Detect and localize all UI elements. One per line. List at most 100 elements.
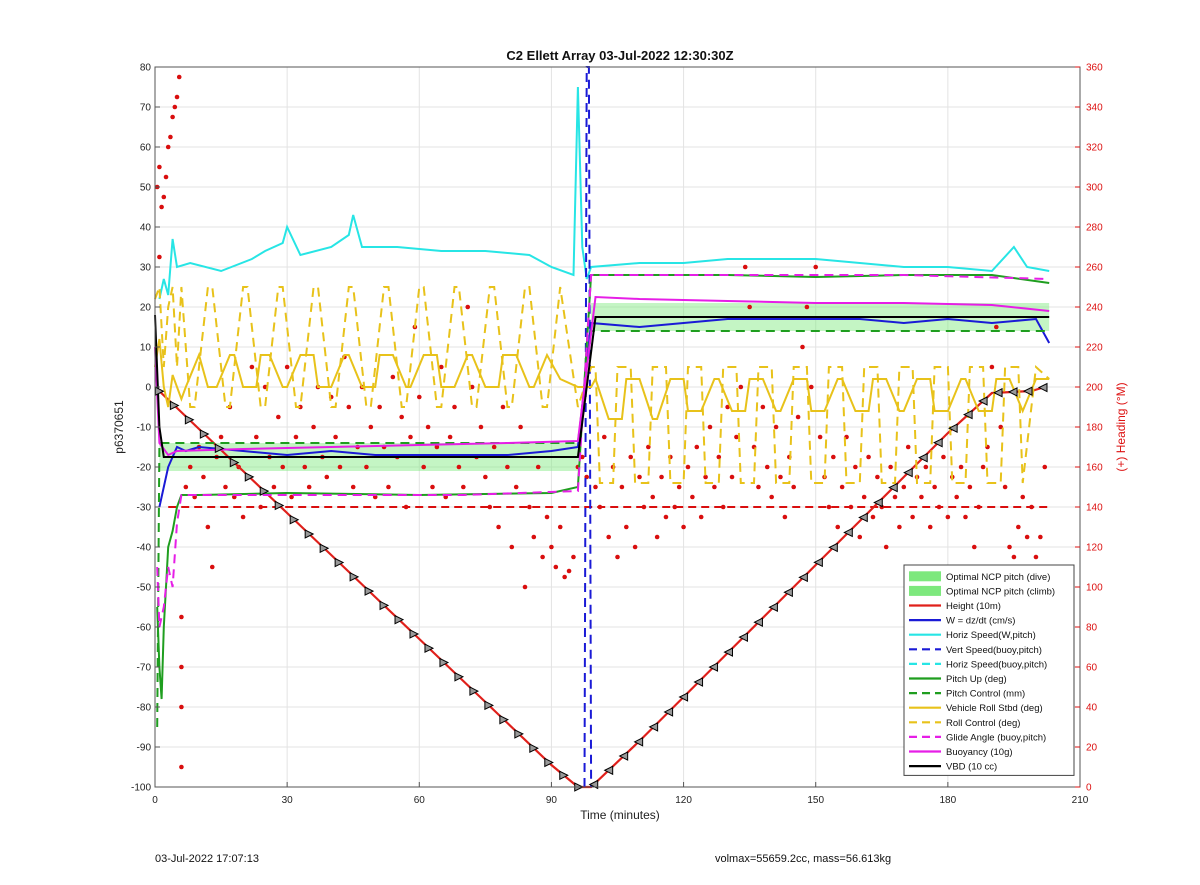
- heading-point: [853, 464, 858, 470]
- heading-point: [809, 384, 814, 390]
- height-marker: [349, 572, 360, 582]
- x-axis-label: Time (minutes): [580, 808, 660, 822]
- heading-point: [187, 464, 193, 470]
- height-marker: [394, 614, 405, 625]
- heading-point: [994, 324, 999, 330]
- heading-point: [989, 364, 995, 370]
- legend-label-optimal-ncp-pitch-dive: Optimal NCP pitch (dive): [946, 572, 1050, 583]
- heading-point: [249, 364, 255, 370]
- heading-point: [1033, 554, 1039, 560]
- heading-point: [839, 484, 845, 490]
- heading-point: [707, 424, 713, 430]
- heading-point: [888, 464, 893, 470]
- heading-point: [579, 454, 585, 460]
- height-marker: [529, 743, 539, 754]
- series-buoyancy-10g: [154, 295, 1050, 457]
- heading-point: [1007, 544, 1012, 550]
- height-marker: [289, 514, 300, 525]
- y2-tick-label: 100: [1086, 583, 1103, 594]
- heading-point: [566, 568, 572, 574]
- legend-label-vbd-10-cc: VBD (10 cc): [946, 762, 997, 773]
- heading-point: [742, 264, 748, 270]
- heading-point: [557, 524, 563, 530]
- heading-point: [509, 544, 515, 550]
- heading-point: [716, 454, 722, 460]
- heading-point: [672, 504, 678, 510]
- heading-point: [747, 304, 752, 310]
- heading-point: [976, 504, 981, 510]
- height-marker: [693, 677, 704, 687]
- y-tick-label: -60: [137, 623, 152, 634]
- heading-point: [694, 444, 700, 450]
- y2-tick-label: 40: [1086, 703, 1098, 714]
- height-marker: [439, 657, 450, 668]
- heading-point: [562, 574, 567, 580]
- heading-point: [654, 534, 660, 540]
- heading-point: [712, 484, 717, 490]
- height-marker: [633, 737, 644, 747]
- heading-point: [168, 134, 173, 140]
- height-marker: [229, 457, 240, 468]
- heading-point: [954, 494, 959, 500]
- legend-label-roll-control-deg: Roll Control (deg): [946, 718, 1020, 729]
- heading-point: [932, 484, 937, 490]
- height-marker: [244, 472, 255, 482]
- heading-point: [628, 454, 634, 460]
- legend-swatch-optimal-ncp-pitch-climb: [909, 585, 941, 596]
- height-marker: [184, 414, 195, 425]
- heading-point: [254, 434, 259, 440]
- heading-point: [857, 534, 863, 540]
- heading-point: [416, 394, 422, 400]
- heading-point: [240, 514, 246, 520]
- height-marker: [723, 647, 733, 657]
- y-tick-label: -70: [137, 663, 152, 674]
- x-tick-label: 90: [546, 795, 558, 806]
- heading-point: [544, 514, 550, 520]
- y-axis-label: p6370651: [112, 400, 126, 454]
- height-marker: [873, 497, 883, 508]
- y2-ticks: 0 20 40 60 80 100 120 140 160 180 200 220 240 260 280 3…: [1075, 63, 1103, 794]
- heading-point: [980, 464, 986, 470]
- height-marker: [708, 662, 719, 672]
- height-marker: [364, 586, 375, 596]
- heading-point: [430, 484, 435, 490]
- heading-point: [641, 504, 647, 510]
- legend-label-horiz-speed-buoy-pitch: Horiz Speed(buoy,pitch): [946, 659, 1047, 670]
- heading-point: [491, 444, 497, 450]
- heading-point: [179, 764, 184, 770]
- legend-label-horiz-speed-w-pitch: Horiz Speed(W,pitch): [946, 630, 1036, 641]
- heading-point: [302, 464, 308, 470]
- height-marker: [588, 779, 599, 790]
- y2-tick-label: 160: [1086, 463, 1103, 474]
- heading-point: [421, 464, 426, 470]
- height-marker: [454, 671, 465, 682]
- heading-point: [795, 414, 801, 420]
- heading-point: [927, 524, 933, 530]
- height-marker: [409, 629, 420, 639]
- y-tick-label: -30: [137, 503, 152, 514]
- heading-point: [183, 484, 189, 490]
- heading-point: [333, 434, 338, 440]
- heading-point: [624, 524, 629, 530]
- heading-point: [306, 484, 312, 490]
- height-marker: [948, 423, 958, 434]
- heading-point: [923, 464, 929, 470]
- heading-point: [553, 564, 559, 570]
- heading-point: [179, 614, 184, 620]
- heading-point: [764, 464, 770, 470]
- y2-tick-label: 20: [1086, 743, 1098, 754]
- height-marker: [259, 486, 270, 496]
- legend-label-optimal-ncp-pitch-climb: Optimal NCP pitch (climb): [946, 586, 1055, 597]
- height-marker: [798, 572, 808, 583]
- heading-point: [1038, 534, 1043, 540]
- heading-point: [875, 474, 880, 480]
- heading-point: [1042, 464, 1048, 470]
- heading-point: [496, 524, 501, 530]
- height-marker: [559, 770, 569, 781]
- y2-tick-label: 60: [1086, 663, 1098, 674]
- x-tick-label: 210: [1072, 795, 1089, 806]
- heading-point: [936, 504, 942, 510]
- height-marker: [199, 429, 210, 439]
- heading-point: [870, 514, 876, 520]
- height-marker: [603, 765, 614, 776]
